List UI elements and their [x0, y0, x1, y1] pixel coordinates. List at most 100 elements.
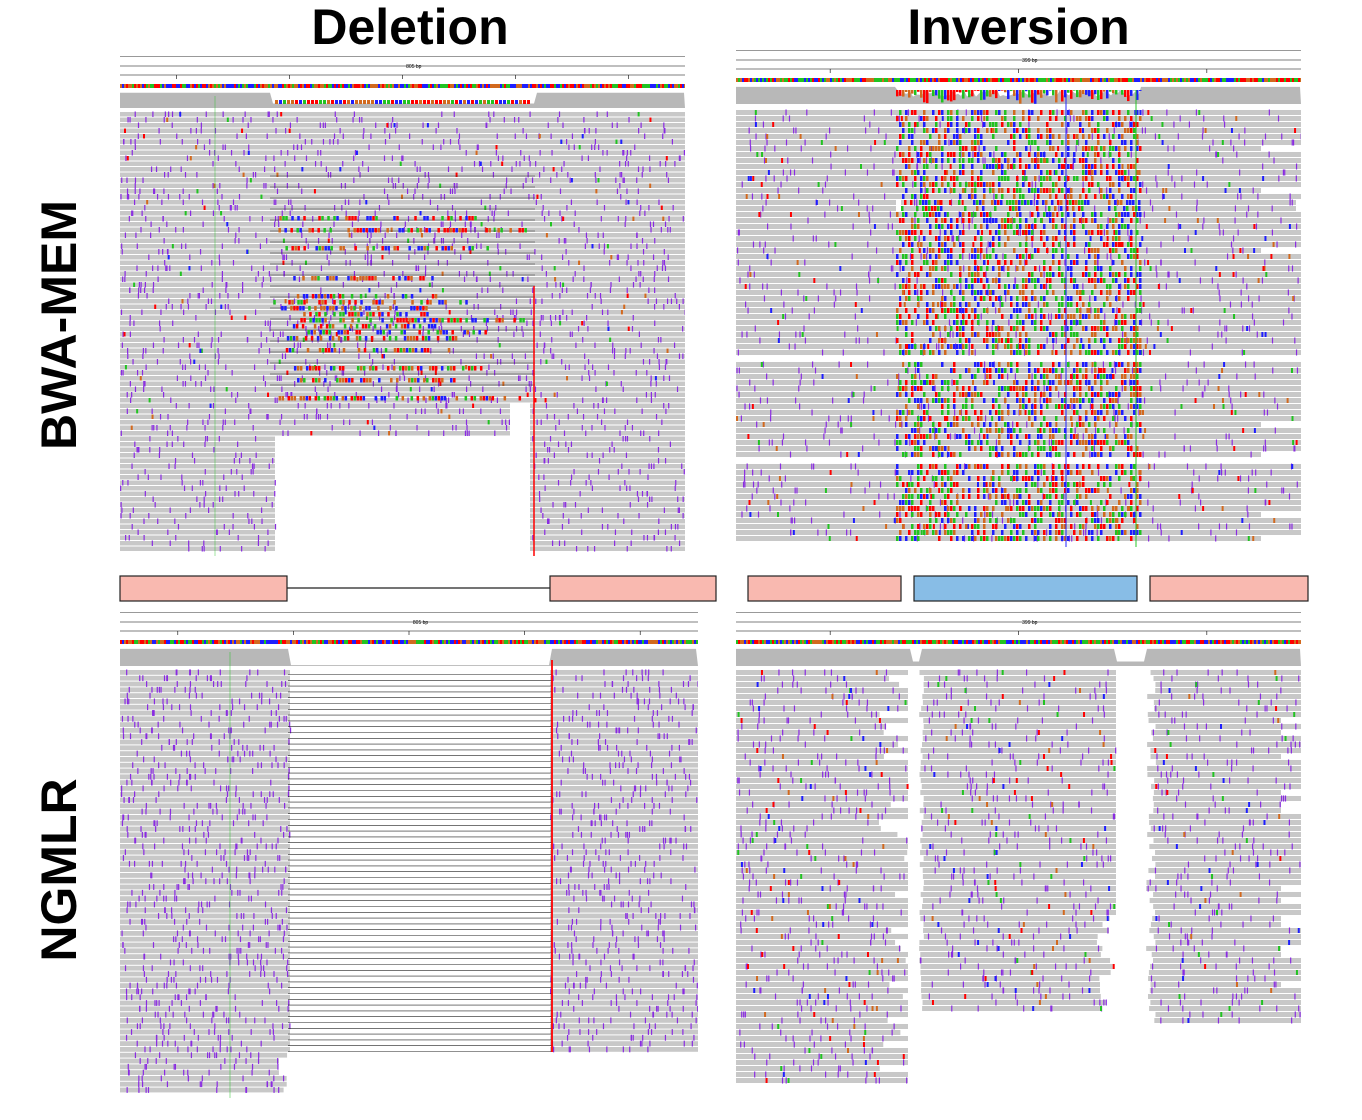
mismatch-base — [1120, 200, 1123, 205]
mismatch-base — [401, 396, 405, 401]
mismatch-base — [1087, 200, 1090, 205]
mismatch-base — [1139, 290, 1142, 295]
mismatch-base — [983, 164, 986, 169]
insertion-mark — [587, 546, 589, 552]
mismatch-base — [1136, 146, 1139, 151]
insertion-mark — [1251, 301, 1253, 308]
insertion-mark — [210, 342, 212, 348]
insertion-mark — [1196, 169, 1198, 176]
insertion-mark — [253, 524, 256, 530]
coverage-mismatch — [1091, 90, 1094, 100]
reference-base — [818, 78, 820, 82]
insertion-mark — [369, 238, 371, 244]
mismatch-base — [553, 266, 556, 271]
insertion-mark — [219, 260, 221, 266]
coverage-mismatch — [989, 90, 992, 97]
insertion-mark — [591, 144, 593, 150]
mismatch-base — [932, 212, 935, 217]
read — [530, 513, 685, 518]
mismatch-base — [287, 396, 291, 401]
read — [120, 436, 275, 441]
insertion-mark — [128, 535, 130, 541]
mismatch-base — [1028, 164, 1031, 169]
insertion-mark — [650, 375, 652, 381]
mismatch-base — [524, 228, 527, 233]
mismatch-base — [1082, 170, 1085, 175]
insertion-mark — [580, 513, 582, 519]
reference-base — [1024, 78, 1026, 82]
mismatch-base — [1121, 164, 1124, 169]
insertion-mark — [441, 326, 443, 332]
insertion-mark — [787, 157, 789, 164]
mismatch-base — [935, 254, 938, 259]
mismatch-base — [1010, 218, 1013, 223]
insertion-mark — [204, 425, 206, 431]
insertion-mark — [616, 122, 618, 128]
reference-base — [582, 84, 584, 88]
insertion-mark — [1156, 271, 1158, 278]
insertion-mark — [369, 353, 371, 359]
mismatch-base — [1067, 164, 1070, 169]
mismatch-base — [465, 318, 468, 323]
mismatch-base — [349, 326, 352, 331]
insertion-mark — [342, 161, 344, 167]
mismatch-base — [1179, 224, 1182, 229]
insertion-mark — [867, 241, 869, 248]
insertion-mark — [443, 139, 445, 145]
mismatch-base — [1034, 158, 1037, 163]
mismatch-base — [1046, 236, 1049, 241]
mismatch-base — [474, 216, 477, 221]
mismatch-base — [332, 366, 336, 371]
insertion-mark — [1255, 223, 1258, 230]
mismatch-base — [908, 122, 911, 127]
reference-base — [360, 84, 362, 88]
mismatch-base — [998, 272, 1001, 277]
insertion-mark — [826, 283, 828, 290]
read — [736, 206, 896, 211]
reference-base — [900, 78, 902, 82]
insertion-mark — [294, 155, 296, 161]
insertion-mark — [621, 172, 623, 178]
insertion-mark — [470, 381, 472, 387]
insertion-mark — [530, 381, 532, 387]
mismatch-base — [1121, 170, 1124, 175]
insertion-mark — [804, 139, 806, 146]
insertion-mark — [266, 414, 268, 420]
mismatch-base — [764, 158, 767, 163]
mismatch-base — [854, 302, 857, 307]
mismatch-base — [405, 348, 409, 353]
mismatch-base — [1040, 230, 1043, 235]
insertion-mark — [585, 480, 587, 486]
mismatch-base — [1037, 194, 1040, 199]
mismatch-base — [937, 200, 940, 205]
insertion-mark — [446, 403, 448, 409]
insertion-mark — [234, 491, 236, 497]
coverage-mismatch — [1136, 90, 1139, 100]
read — [736, 248, 1261, 253]
insertion-mark — [121, 243, 123, 249]
reference-base — [1078, 78, 1080, 82]
mismatch-base — [1034, 164, 1037, 169]
insertion-mark — [658, 364, 661, 370]
mismatch-base — [938, 242, 941, 247]
mismatch-base — [899, 110, 902, 115]
insertion-mark — [626, 287, 628, 293]
mismatch-base — [313, 189, 316, 194]
coverage-mismatch — [953, 90, 956, 101]
insertion-mark — [559, 282, 561, 288]
mismatch-base — [1139, 260, 1142, 265]
mismatch-base — [292, 336, 296, 341]
mismatch-base — [1157, 284, 1160, 289]
mismatch-base — [1049, 278, 1052, 283]
insertion-mark — [141, 309, 143, 315]
reference-base — [136, 84, 138, 88]
coverage-mismatch — [1115, 90, 1118, 95]
insertion-mark — [341, 370, 343, 376]
mismatch-base — [935, 218, 938, 223]
reference-base — [588, 84, 590, 88]
mismatch-base — [445, 330, 448, 335]
insertion-mark — [616, 254, 618, 260]
mismatch-base — [398, 228, 401, 233]
reference-base — [644, 84, 646, 88]
reference-base — [912, 78, 914, 82]
